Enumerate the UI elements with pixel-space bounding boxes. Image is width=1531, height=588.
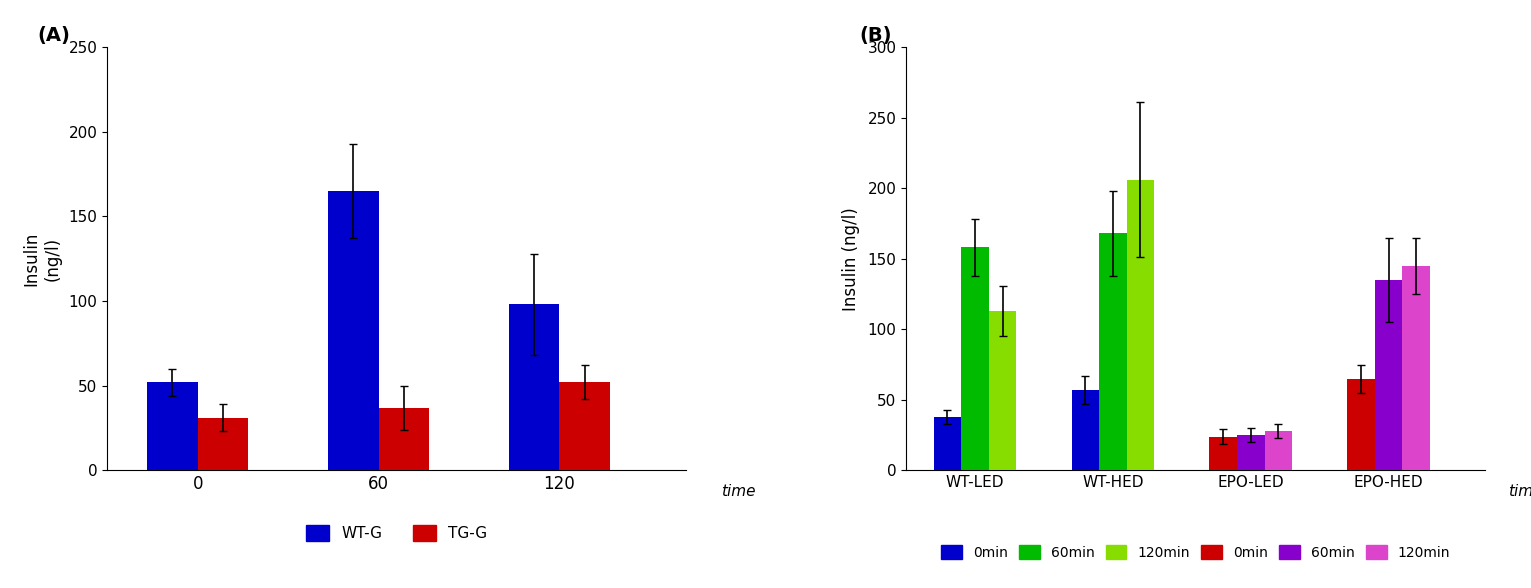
Bar [961,248,989,470]
Legend: 0min, 60min, 120min, 0min, 60min, 120min: 0min, 60min, 120min, 0min, 60min, 120min [935,539,1456,565]
Bar [1127,180,1154,470]
Bar [934,417,961,470]
Bar [1209,436,1237,470]
Text: (A): (A) [38,26,70,45]
Y-axis label: Insulin (ng/l): Insulin (ng/l) [842,207,860,310]
Bar [1347,379,1375,470]
Text: time: time [1508,484,1531,499]
Bar [508,305,559,470]
Bar [1265,431,1292,470]
Legend: WT-G, TG-G: WT-G, TG-G [300,519,493,547]
Bar [147,382,197,470]
Y-axis label: Insulin
(ng/l): Insulin (ng/l) [23,232,61,286]
Bar [378,407,429,470]
Bar [197,418,248,470]
Bar [1375,280,1402,470]
Bar [1237,435,1265,470]
Bar [328,191,378,470]
Bar [1402,266,1430,470]
Bar [1072,390,1099,470]
Bar [1099,233,1127,470]
Bar [559,382,611,470]
Text: time: time [721,484,755,499]
Bar [989,311,1017,470]
Text: (B): (B) [860,26,893,45]
